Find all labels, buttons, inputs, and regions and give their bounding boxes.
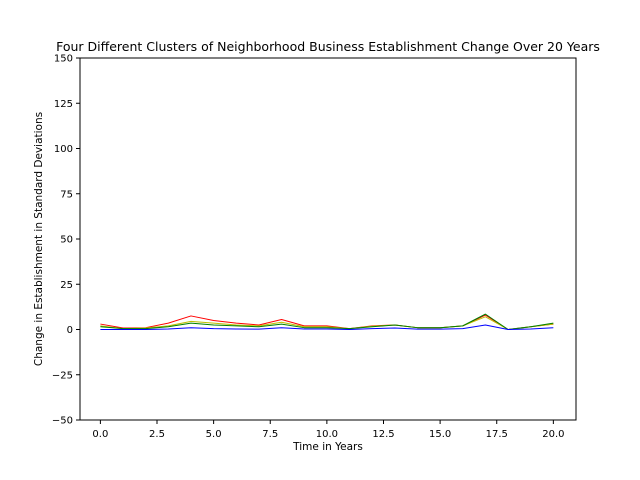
x-tick-label: 15.0 (429, 429, 451, 440)
series-line-2 (100, 316, 554, 330)
y-tick-label: 75 (60, 189, 73, 200)
x-tick-label: 10.0 (316, 429, 338, 440)
y-tick-label: −50 (52, 416, 73, 427)
y-tick-label: 100 (54, 144, 73, 155)
y-axis-ticks: −50 −25 0 25 50 75 100 125 150 (52, 54, 80, 427)
series-line-1 (100, 314, 554, 330)
plot-frame (79, 57, 577, 421)
x-tick-label: 0.0 (92, 429, 108, 440)
x-axis-label: Time in Years (292, 441, 363, 453)
y-tick-label: 125 (54, 99, 73, 110)
x-tick-label: 5.0 (206, 429, 222, 440)
series-line-4 (100, 324, 554, 330)
x-tick-label: 12.5 (372, 429, 394, 440)
y-tick-label: −25 (52, 370, 73, 381)
x-axis-ticks: 0.0 2.5 5.0 7.5 10.0 12.5 15.0 17.5 20.0 (92, 420, 564, 440)
series-line-3 (100, 313, 554, 330)
y-tick-label: 150 (54, 54, 73, 65)
x-tick-label: 7.5 (262, 429, 278, 440)
series-layer (100, 313, 554, 330)
x-tick-label: 17.5 (486, 429, 508, 440)
y-tick-label: 50 (60, 235, 73, 246)
plot-area (79, 57, 577, 421)
y-axis-label: Change in Establishment in Standard Devi… (33, 112, 45, 366)
x-tick-label: 20.0 (542, 429, 564, 440)
chart-title: Four Different Clusters of Neighborhood … (56, 39, 600, 54)
y-tick-label: 0 (67, 325, 73, 336)
x-tick-label: 2.5 (149, 429, 165, 440)
y-tick-label: 25 (60, 280, 73, 291)
